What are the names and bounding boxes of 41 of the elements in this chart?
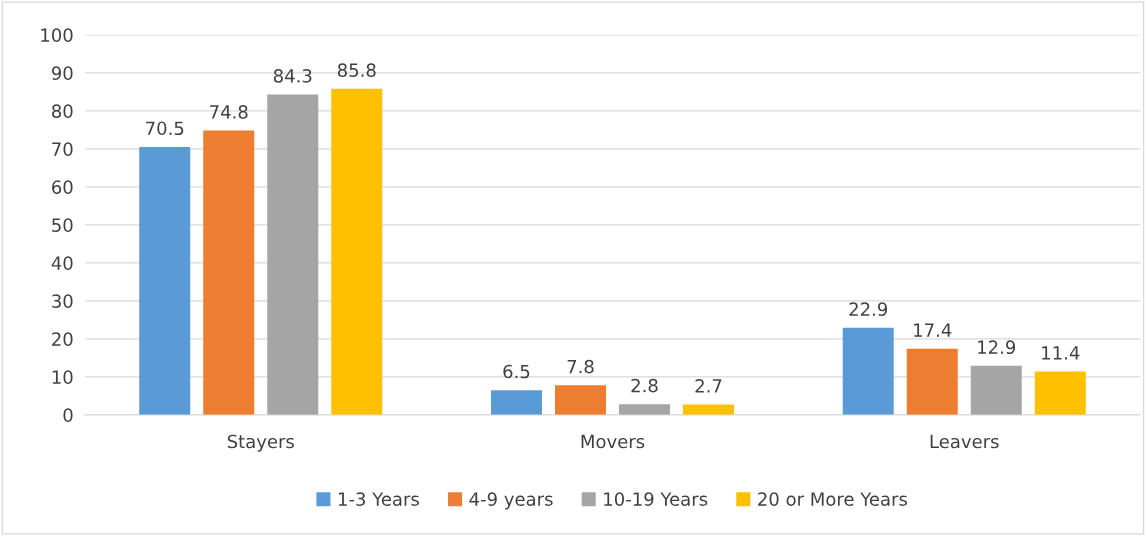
legend-label: 4-9 years <box>469 492 553 510</box>
y-tick-label: 0 <box>63 408 73 422</box>
bar <box>906 348 958 415</box>
y-tick-label: 10 <box>52 370 73 384</box>
x-tick-label: Stayers <box>227 434 294 452</box>
y-tick-label: 90 <box>51 66 73 80</box>
y-tick-label: 40 <box>51 256 73 270</box>
y-tick-label: 20 <box>52 332 73 346</box>
y-tick-label: 60 <box>52 180 73 194</box>
data-label: 6.5 <box>503 364 530 379</box>
bar <box>331 88 383 415</box>
bar <box>970 365 1022 415</box>
data-label: 12.9 <box>978 340 1016 355</box>
y-tick-label: 30 <box>52 294 73 308</box>
bar <box>139 146 191 415</box>
x-tick-label: Movers <box>581 434 645 449</box>
data-label: 70.5 <box>146 121 184 136</box>
y-tick-label: 80 <box>52 104 73 118</box>
bar <box>842 327 894 415</box>
bar <box>554 385 606 415</box>
x-tick-label: Leavers <box>930 434 999 449</box>
bar <box>490 390 542 415</box>
y-tick-label: 50 <box>52 218 73 232</box>
bar <box>1034 371 1086 415</box>
data-label: 17.4 <box>914 323 952 337</box>
data-label: 84.3 <box>273 69 312 83</box>
legend-label: 10-19 Years <box>604 492 708 506</box>
y-tick-label: 70 <box>52 142 73 156</box>
data-label: 2.7 <box>695 379 722 393</box>
data-label: 11.4 <box>1042 346 1080 360</box>
data-label: 2.8 <box>631 378 658 393</box>
bar <box>267 94 319 415</box>
bar <box>203 130 255 415</box>
data-label: 74.8 <box>210 105 248 119</box>
data-label: 85.8 <box>337 63 376 77</box>
bar <box>619 404 671 415</box>
legend-label: 20 or More Years <box>758 492 908 506</box>
y-tick-label: 100 <box>41 28 73 42</box>
data-label: 22.9 <box>849 302 888 317</box>
legend-label: 1-3 Years <box>338 492 419 506</box>
data-label: 7.8 <box>567 359 594 374</box>
